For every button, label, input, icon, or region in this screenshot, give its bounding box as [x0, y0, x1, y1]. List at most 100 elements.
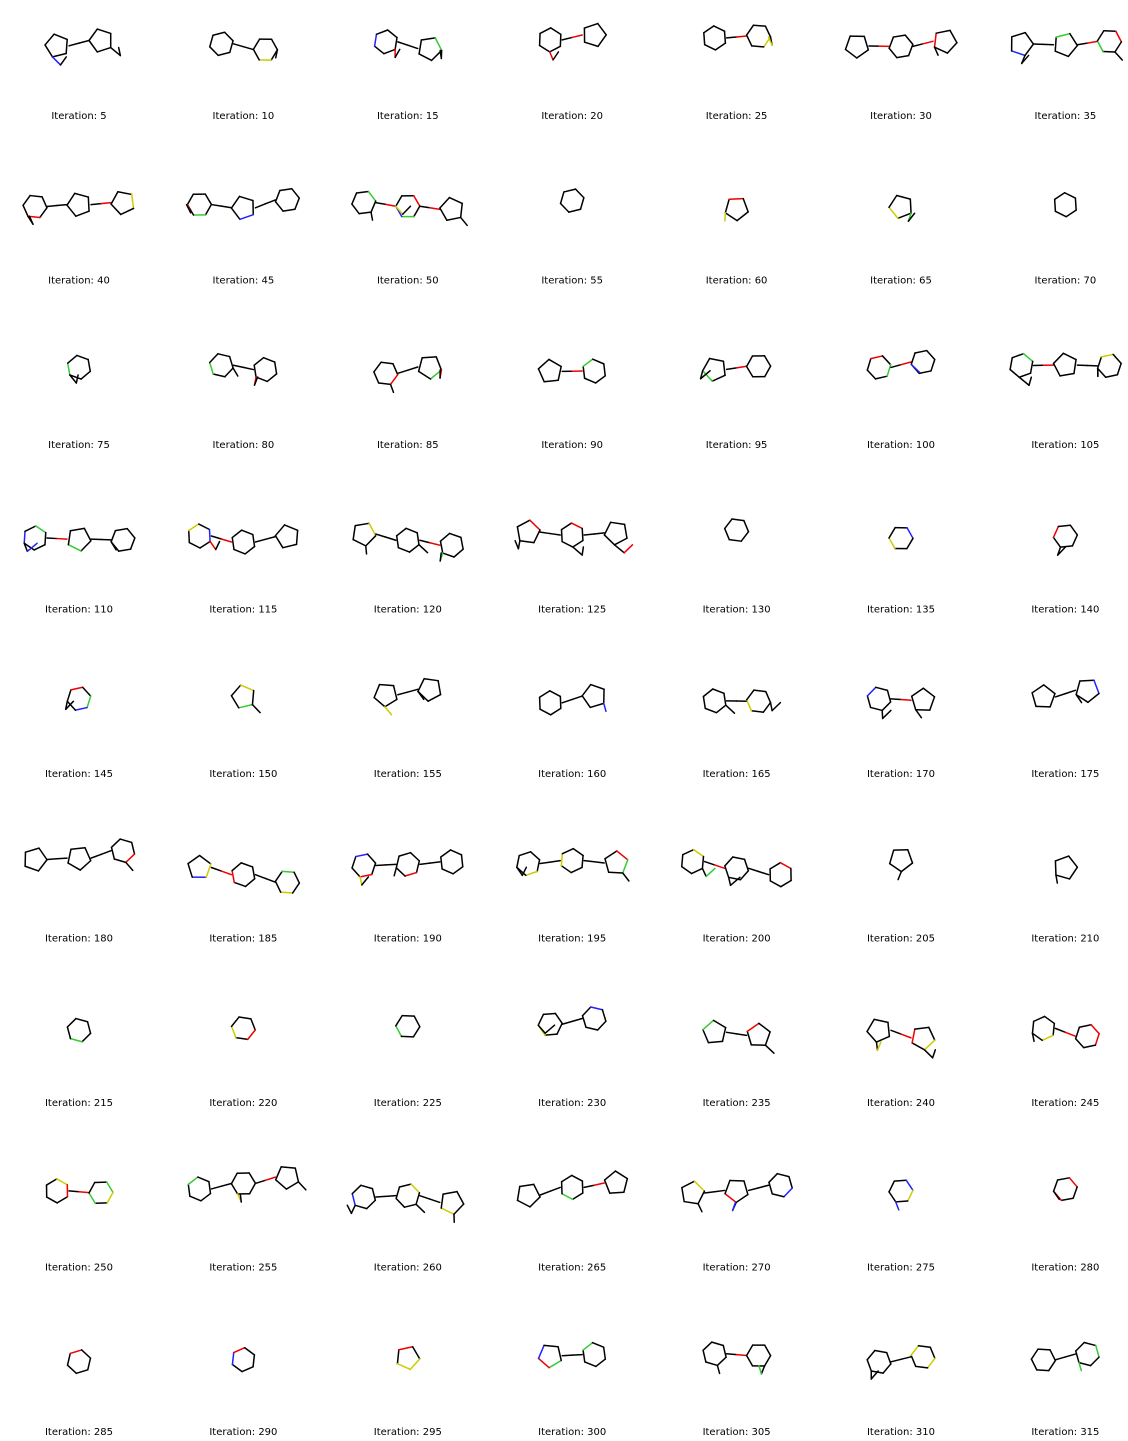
bond	[740, 871, 748, 880]
bond	[242, 1367, 253, 1372]
caption: Iteration: 25	[706, 111, 768, 122]
bond	[57, 205, 67, 206]
bond	[352, 1194, 355, 1206]
molecule-drawing	[703, 1020, 774, 1053]
caption: Iteration: 225	[374, 1098, 442, 1109]
bond	[576, 189, 584, 198]
bond	[540, 691, 550, 697]
bond	[417, 533, 419, 545]
molecule-drawing	[189, 524, 298, 554]
bond	[549, 1360, 561, 1367]
bond	[209, 1182, 211, 1194]
bond	[891, 1359, 901, 1361]
bond	[604, 1347, 606, 1359]
bond	[380, 685, 394, 686]
bond	[584, 861, 594, 862]
bond	[440, 533, 449, 541]
caption: Iteration: 180	[45, 934, 113, 945]
bond	[430, 543, 440, 545]
bond	[398, 370, 408, 373]
bond	[213, 32, 225, 35]
bond	[374, 372, 379, 383]
caption: Iteration: 5	[51, 111, 106, 122]
bond	[233, 365, 243, 367]
bond	[449, 198, 462, 204]
bond	[67, 1027, 70, 1039]
bond	[1077, 43, 1087, 45]
bond	[1070, 34, 1078, 46]
bond	[583, 1007, 591, 1016]
bond	[540, 709, 551, 715]
bond	[111, 531, 115, 542]
bond	[1061, 1198, 1073, 1200]
bond	[924, 1040, 934, 1050]
caption: Iteration: 135	[867, 605, 935, 616]
molecule-drawing	[67, 1019, 90, 1042]
bond	[591, 1007, 603, 1010]
molecule-drawing	[1055, 193, 1076, 217]
bond	[372, 1189, 375, 1201]
bond	[562, 699, 572, 702]
bond	[225, 32, 233, 41]
bond	[233, 368, 238, 376]
bond	[211, 867, 221, 871]
bond	[396, 1187, 399, 1199]
bond	[232, 1364, 242, 1371]
bond	[585, 42, 598, 46]
bond	[545, 1025, 554, 1033]
bond	[583, 359, 593, 366]
bond	[889, 195, 897, 207]
caption: Iteration: 145	[45, 769, 113, 780]
bond	[253, 867, 255, 879]
bond	[614, 538, 626, 545]
bond	[540, 532, 550, 533]
bond	[85, 848, 91, 861]
bond	[928, 1358, 935, 1368]
bond	[887, 1353, 891, 1364]
bond	[715, 865, 725, 868]
bond	[1088, 693, 1099, 702]
molecule-drawing	[24, 526, 135, 551]
bond	[1098, 368, 1106, 377]
bond	[694, 850, 704, 857]
bond	[517, 527, 519, 541]
caption: Iteration: 155	[374, 769, 442, 780]
bond	[441, 1208, 454, 1214]
bond	[1117, 363, 1121, 374]
bond	[218, 52, 230, 55]
bond	[396, 856, 399, 868]
bond	[422, 357, 436, 358]
bond	[298, 1182, 305, 1190]
bond	[883, 1364, 891, 1373]
molecule-drawing	[47, 1179, 113, 1203]
molecule-drawing	[1031, 1343, 1099, 1371]
caption: Iteration: 170	[867, 769, 935, 780]
bond	[702, 857, 703, 869]
bond	[936, 30, 950, 33]
bond	[1055, 199, 1056, 211]
caption: Iteration: 90	[541, 440, 603, 451]
bond	[25, 866, 38, 871]
bond	[68, 1365, 77, 1373]
bond	[366, 536, 376, 546]
bond	[747, 25, 754, 35]
bond	[68, 363, 70, 375]
bond	[777, 1174, 789, 1177]
bond	[1091, 1025, 1099, 1034]
bond	[131, 538, 135, 549]
bond	[111, 542, 116, 550]
bond	[604, 364, 605, 376]
bond	[252, 691, 253, 705]
bond	[605, 1171, 616, 1180]
bond	[716, 705, 725, 713]
bond	[69, 43, 79, 46]
bond	[396, 868, 405, 876]
bond	[232, 538, 234, 550]
bond	[933, 1050, 936, 1058]
bond	[911, 364, 919, 372]
bond	[42, 197, 47, 208]
bond	[1031, 1349, 1038, 1359]
bond	[232, 1017, 239, 1026]
caption: Iteration: 210	[1031, 934, 1099, 945]
bond	[911, 1355, 916, 1366]
